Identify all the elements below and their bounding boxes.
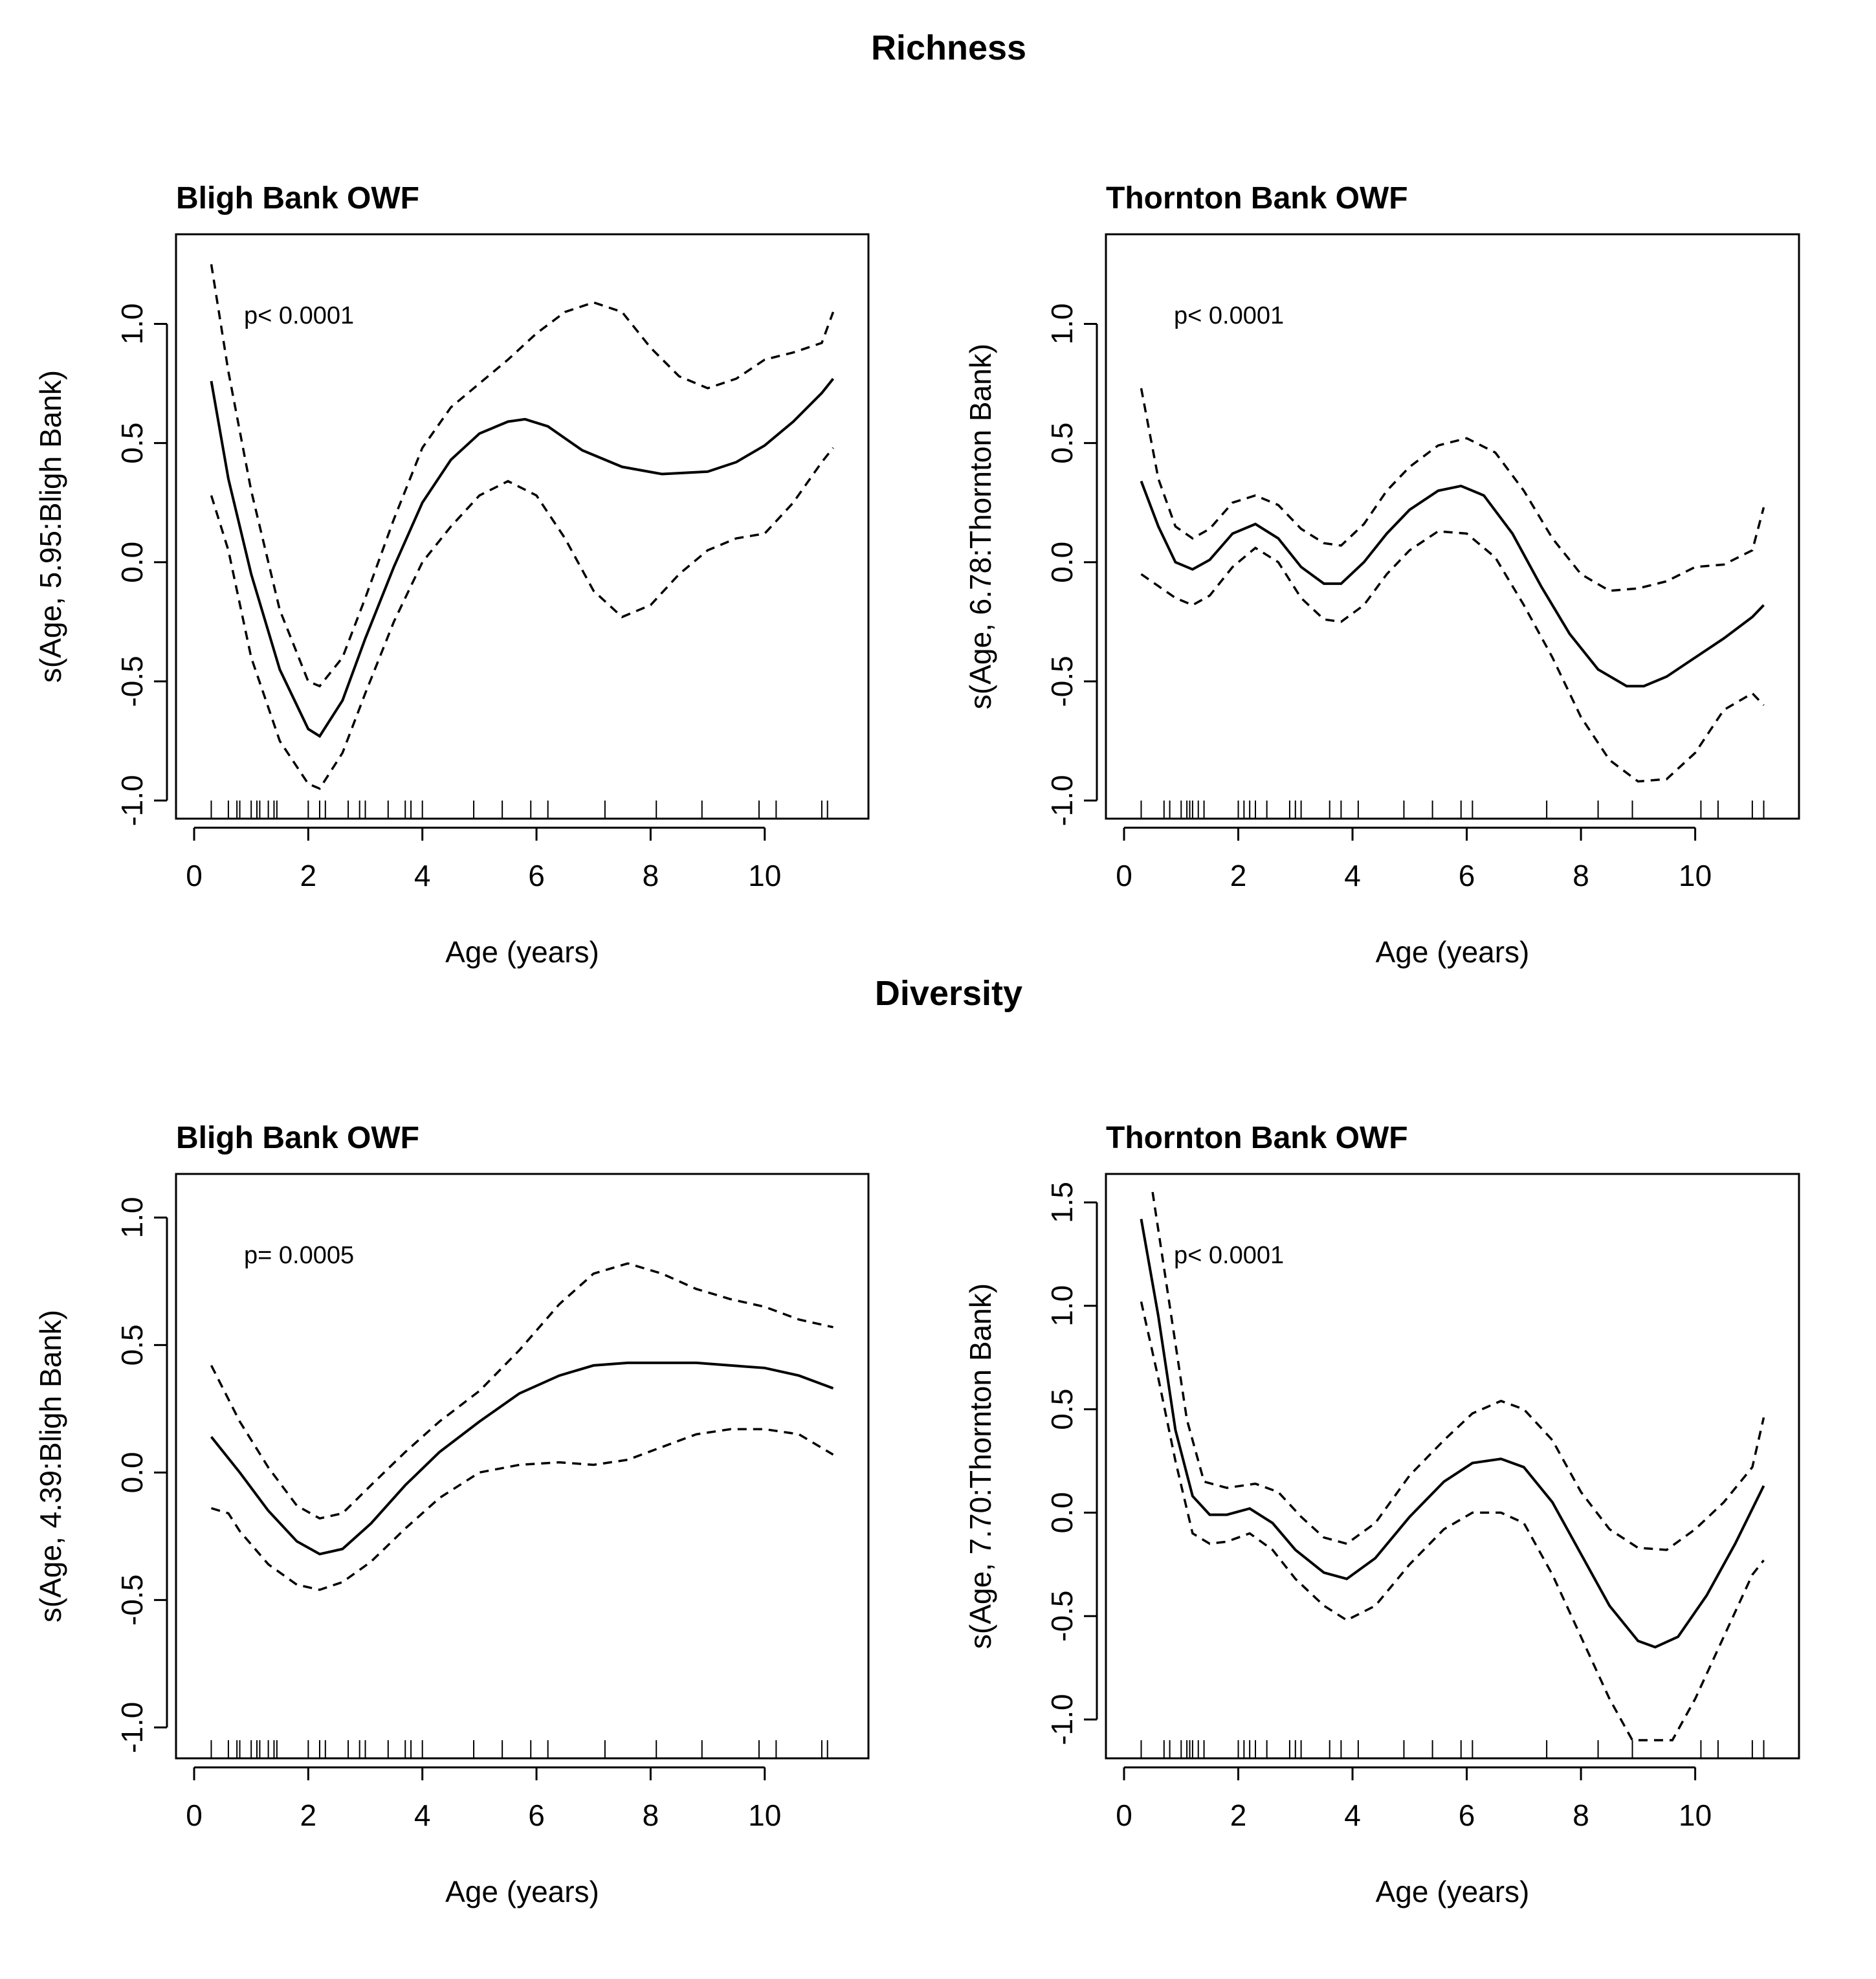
panel-diversity-bligh: Bligh Bank OWF 0 2 4 6 8 10 Age (years) -1.0 -0.5… (34, 1121, 870, 1908)
section-title-diversity: Diversity (875, 974, 1022, 1013)
fitted-curve (210, 377, 835, 738)
y-tick-label: 0.0 (1045, 1492, 1079, 1533)
y-tick-label: 0.0 (115, 1452, 149, 1493)
y-tick-label: -1.0 (115, 775, 149, 826)
y-tick-label: -0.5 (115, 656, 149, 707)
plot-frame (175, 233, 870, 820)
y-axis-label: s(Age, 4.39:Bligh Bank) (34, 1310, 67, 1622)
x-tick-label: 6 (1459, 859, 1475, 892)
panel-title: Thornton Bank OWF (1106, 1121, 1408, 1155)
x-tick-label: 2 (1230, 859, 1247, 892)
x-tick-label: 10 (748, 859, 781, 892)
panel-title: Bligh Bank OWF (176, 1121, 419, 1155)
x-tick-label: 0 (186, 859, 203, 892)
y-tick-label: 0.0 (115, 542, 149, 583)
x-tick-label: 10 (748, 1798, 781, 1832)
x-tick-label: 10 (1679, 859, 1712, 892)
upper-ci-curve (1151, 1191, 1765, 1551)
y-tick-label: 0.5 (115, 1324, 149, 1365)
panel-diversity-thornton: Thornton Bank OWF 0 2 4 6 8 10 Age (years) -1.0 -… (964, 1121, 1800, 1908)
lower-ci-curve (210, 447, 834, 790)
x-tick-label: 4 (1344, 859, 1361, 892)
upper-ci-curve (1140, 388, 1765, 592)
plot-frame (1105, 1173, 1800, 1760)
p-value-annotation: p= 0.0005 (244, 1242, 354, 1269)
x-axis-label: Age (years) (445, 935, 599, 969)
x-tick-label: 4 (414, 859, 431, 892)
y-axis-label: s(Age, 6.78:Thornton Bank) (964, 344, 997, 709)
x-tick-label: 6 (1459, 1798, 1475, 1832)
lower-ci-curve (210, 1428, 834, 1591)
section-title-richness: Richness (871, 28, 1026, 67)
p-value-annotation: p< 0.0001 (1174, 302, 1284, 329)
x-tick-label: 8 (1573, 859, 1589, 892)
panel-title: Bligh Bank OWF (176, 181, 419, 216)
fitted-curve (1140, 480, 1765, 688)
x-tick-label: 6 (528, 859, 545, 892)
x-tick-label: 2 (300, 1798, 317, 1832)
y-tick-label: 0.5 (115, 423, 149, 464)
y-tick-label: 0.0 (1045, 542, 1079, 583)
panel-richness-bligh: Bligh Bank OWF 0 2 4 6 8 10 Age (years) -1.0 -0.5… (34, 181, 870, 969)
panel-richness-thornton: Thornton Bank OWF 0 2 4 6 8 10 Age (years) -1.0 -… (964, 181, 1800, 969)
x-axis-label: Age (years) (1376, 1875, 1530, 1908)
y-tick-label: -1.0 (1045, 1694, 1079, 1745)
fitted-curve (1140, 1219, 1765, 1649)
x-axis-label: Age (years) (445, 1875, 599, 1908)
x-tick-label: 10 (1679, 1798, 1712, 1832)
y-tick-label: -1.0 (115, 1702, 149, 1753)
y-tick-label: -1.0 (1045, 775, 1079, 826)
panel-title: Thornton Bank OWF (1106, 181, 1408, 216)
x-tick-label: 8 (1573, 1798, 1589, 1832)
y-tick-label: -0.5 (115, 1575, 149, 1626)
upper-ci-curve (210, 264, 835, 688)
y-tick-label: -0.5 (1045, 656, 1079, 707)
plot-frame (175, 1173, 870, 1760)
x-tick-label: 2 (300, 859, 317, 892)
lower-ci-curve (1140, 530, 1765, 783)
y-tick-label: 1.0 (115, 1197, 149, 1238)
p-value-annotation: p< 0.0001 (1174, 1242, 1284, 1269)
y-axis-label: s(Age, 5.95:Bligh Bank) (34, 370, 67, 683)
y-tick-label: 1.0 (1045, 304, 1079, 345)
y-tick-label: 1.0 (115, 304, 149, 345)
x-axis-label: Age (years) (1376, 935, 1530, 969)
x-tick-label: 0 (1116, 1798, 1132, 1832)
x-tick-label: 8 (643, 859, 659, 892)
y-tick-label: 1.5 (1045, 1182, 1079, 1223)
x-tick-label: 0 (186, 1798, 203, 1832)
p-value-annotation: p< 0.0001 (244, 302, 354, 329)
y-tick-label: 0.5 (1045, 423, 1079, 464)
fitted-curve (210, 1361, 834, 1556)
upper-ci-curve (210, 1262, 833, 1520)
plot-frame (1105, 233, 1800, 820)
x-tick-label: 4 (414, 1798, 431, 1832)
x-tick-label: 0 (1116, 859, 1132, 892)
lower-ci-curve (1140, 1301, 1765, 1741)
x-tick-label: 6 (528, 1798, 545, 1832)
x-tick-label: 2 (1230, 1798, 1247, 1832)
x-tick-label: 4 (1344, 1798, 1361, 1832)
y-tick-label: 1.0 (1045, 1285, 1079, 1327)
y-tick-label: -0.5 (1045, 1591, 1079, 1642)
y-axis-label: s(Age, 7.70:Thornton Bank) (964, 1283, 997, 1649)
x-tick-label: 8 (643, 1798, 659, 1832)
y-tick-label: 0.5 (1045, 1389, 1079, 1430)
